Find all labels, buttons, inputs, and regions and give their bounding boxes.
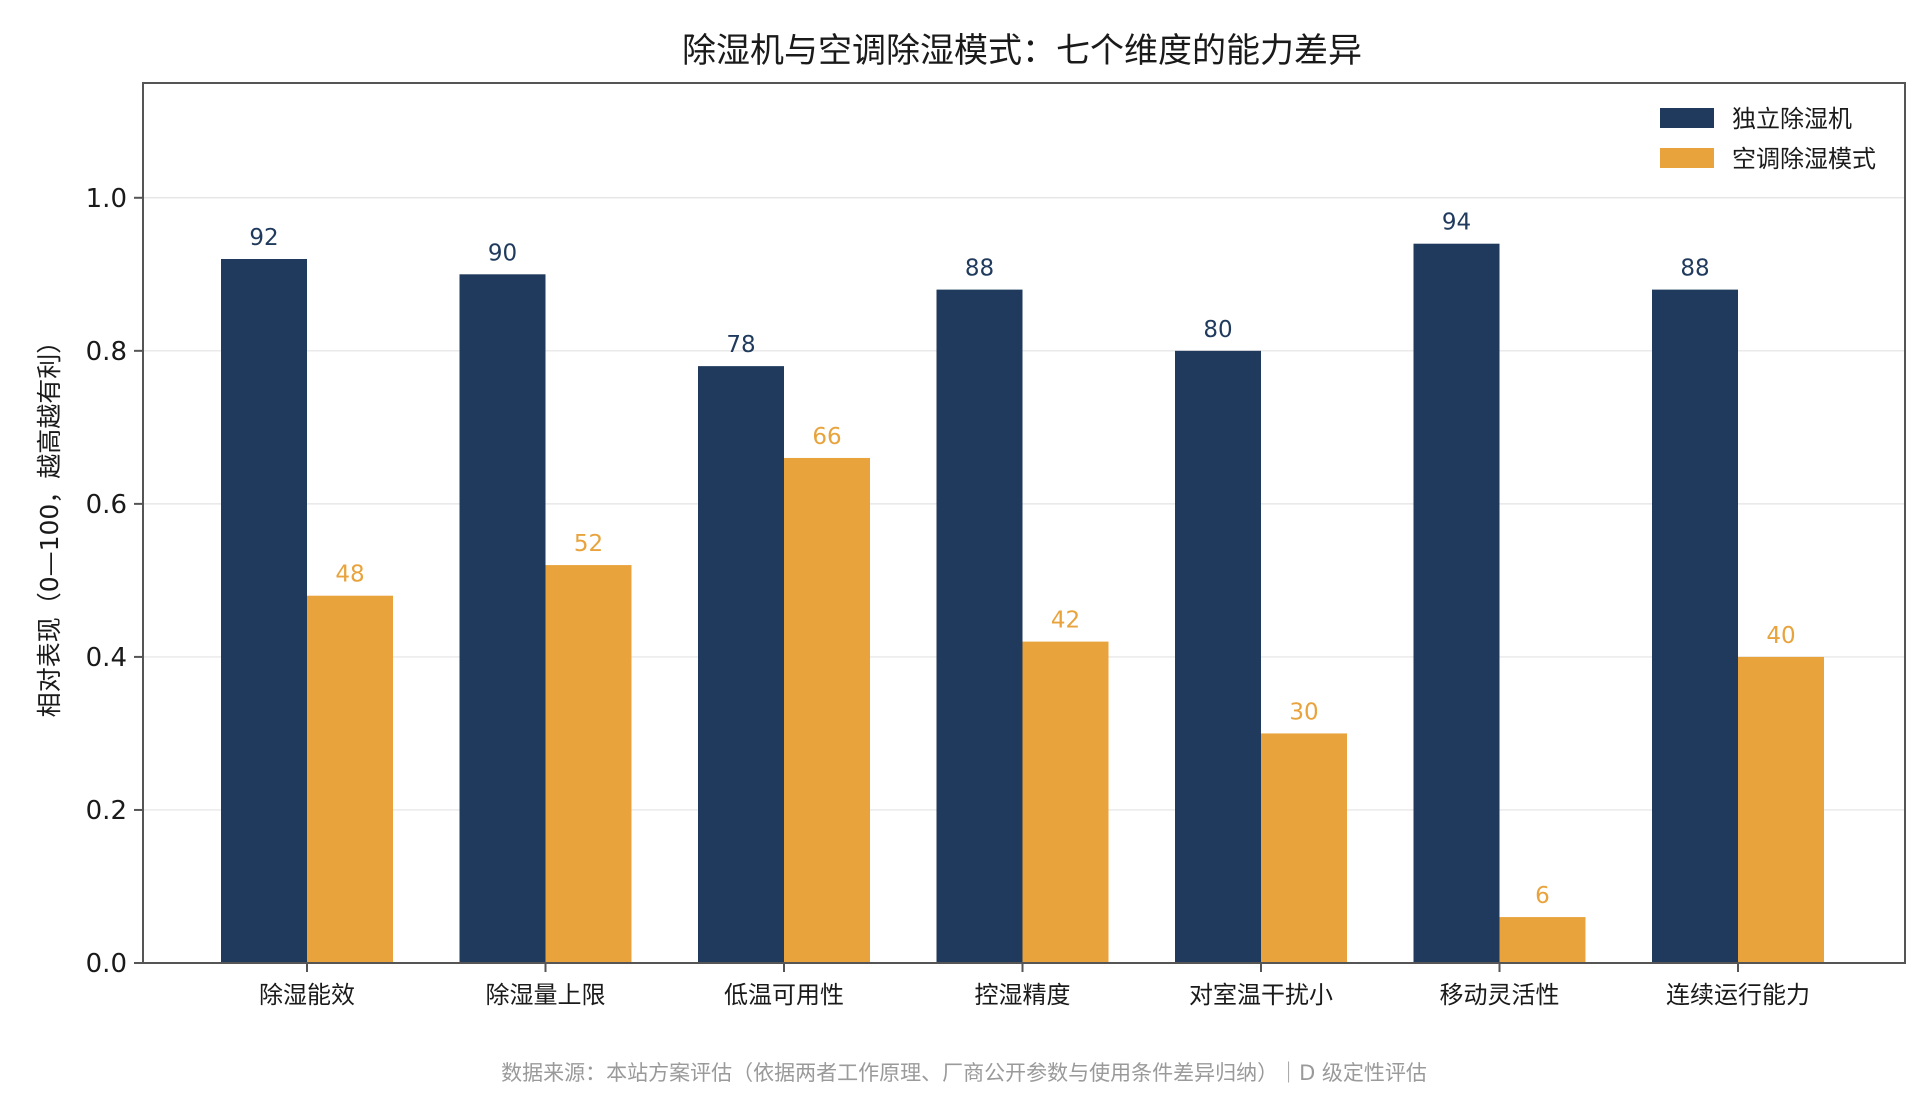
bar-value-label: 88	[965, 256, 994, 282]
x-axis-ticks: 除湿能效 除湿量上限 低温可用性 控湿精度 对室温干扰小 移动灵活性 连续运行能力	[259, 963, 1810, 1009]
bar-value-label: 80	[1203, 317, 1232, 343]
bar-dehumidifier	[698, 366, 784, 963]
x-tick-label: 低温可用性	[724, 981, 844, 1009]
bar-value-label: 92	[249, 225, 278, 251]
x-tick-label: 控湿精度	[975, 981, 1071, 1009]
y-tick-label: 0.8	[86, 337, 127, 367]
bar-ac-mode	[1738, 656, 1824, 963]
bar-value-label: 6	[1535, 883, 1550, 909]
x-tick-label: 对室温干扰小	[1189, 981, 1333, 1009]
bar-value-label: 42	[1051, 608, 1080, 634]
grid-lines	[143, 197, 1905, 811]
y-axis-ticks: 0.0 0.2 0.4 0.6 0.8 1.0	[86, 184, 143, 979]
x-tick-label: 除湿量上限	[486, 981, 606, 1009]
y-axis-label: 相对表现（0—100，越高越有利）	[35, 329, 64, 718]
bar-dehumidifier	[1652, 289, 1738, 963]
y-tick-label: 0.0	[86, 949, 127, 979]
bar-ac-mode	[1022, 641, 1109, 963]
source-note: 数据来源：本站方案评估（依据两者工作原理、厂商公开参数与使用条件差异归纳）｜D …	[501, 1061, 1427, 1085]
bar-value-label: 78	[726, 332, 755, 358]
x-tick-label: 移动灵活性	[1440, 981, 1560, 1009]
y-tick-label: 0.6	[86, 490, 127, 520]
bar-ac-mode	[1499, 917, 1586, 963]
bar-ac-mode	[1261, 733, 1347, 963]
bar-value-label: 90	[488, 240, 517, 266]
bar-value-label: 66	[812, 424, 841, 450]
bars	[221, 243, 1824, 964]
bar-value-label: 40	[1766, 623, 1795, 649]
bar-dehumidifier	[221, 259, 307, 963]
bar-value-label: 30	[1289, 699, 1318, 725]
y-tick-label: 1.0	[86, 184, 127, 214]
plot-frame	[142, 82, 1906, 964]
bar-dehumidifier	[1413, 243, 1500, 963]
chart-title: 除湿机与空调除湿模式：七个维度的能力差异	[682, 31, 1362, 71]
bar-dehumidifier	[459, 274, 546, 964]
bar-value-label: 48	[335, 562, 364, 588]
legend-swatch	[1660, 148, 1714, 168]
x-tick-label: 除湿能效	[259, 981, 355, 1009]
y-tick-label: 0.4	[86, 643, 127, 673]
bar-value-label: 88	[1680, 256, 1709, 282]
bar-value-label: 94	[1442, 210, 1471, 236]
bar-dehumidifier	[936, 289, 1023, 963]
y-tick-label: 0.2	[86, 796, 127, 826]
x-tick-label: 连续运行能力	[1666, 981, 1810, 1009]
bar-dehumidifier	[1175, 350, 1261, 964]
legend-swatch	[1660, 108, 1714, 128]
bar-ac-mode	[545, 565, 632, 963]
value-labels: 92 48 90 52 78 66 88 42 80 30 94 6 88 40	[249, 210, 1795, 909]
bar-ac-mode	[307, 595, 393, 963]
legend-label: 独立除湿机	[1732, 105, 1852, 133]
bar-ac-mode	[784, 457, 870, 963]
bar-value-label: 52	[574, 531, 603, 557]
legend-label: 空调除湿模式	[1732, 145, 1876, 173]
